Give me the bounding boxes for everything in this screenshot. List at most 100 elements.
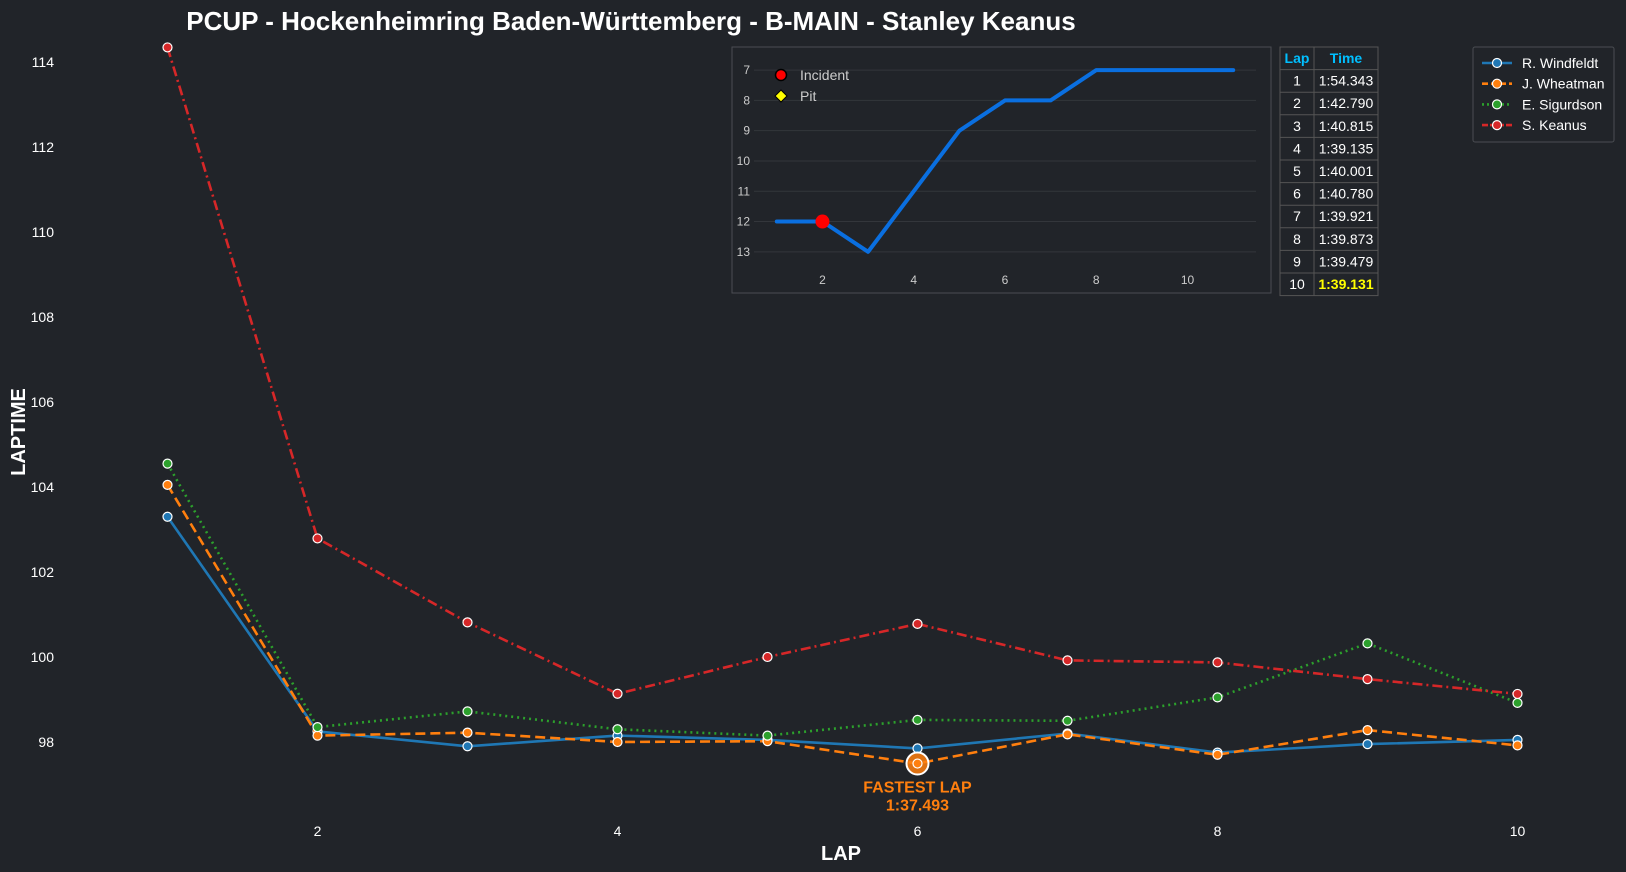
pit-legend-label: Pit	[800, 88, 816, 104]
y-tick-label: 102	[31, 564, 55, 580]
data-point-e-sigurdson	[612, 724, 623, 735]
data-point-e-sigurdson	[1512, 697, 1523, 709]
data-point-s-keanus	[1212, 657, 1223, 668]
legend-label-j-wheatman: J. Wheatman	[1522, 76, 1604, 92]
inset-frame	[731, 46, 1272, 294]
inset-y-tick-label: 9	[743, 124, 750, 138]
data-point-s-keanus	[762, 651, 773, 663]
table-cell-time: 1:40.001	[1319, 163, 1374, 179]
data-point-r-windfeldt	[912, 743, 923, 754]
table-cell-lap: 6	[1293, 186, 1301, 202]
data-point-j-wheatman	[1062, 729, 1073, 740]
x-tick-label: 10	[1510, 823, 1526, 839]
data-point-s-keanus	[1362, 674, 1373, 685]
table-cell-time: 1:39.479	[1319, 253, 1374, 269]
table-cell-time: 1:42.790	[1319, 95, 1374, 111]
inset-x-tick-label: 4	[910, 273, 917, 287]
table-cell-lap: 1	[1293, 73, 1301, 89]
data-point-s-keanus	[1512, 688, 1523, 700]
table-header-lap: Lap	[1285, 50, 1310, 66]
series-line-s-keanus	[166, 47, 1518, 696]
data-point-e-sigurdson	[162, 458, 173, 469]
position-line	[774, 68, 1236, 254]
y-axis-label: LAPTIME	[8, 388, 30, 476]
inset-y-tick-label: 13	[737, 245, 751, 259]
position-inset-chart: 7 8 9 10 11 12 13 2 4 6 8 10 Incident Pit	[731, 46, 1272, 294]
inset-x-tick-label: 10	[1181, 273, 1195, 287]
data-point-r-windfeldt	[162, 511, 173, 522]
x-tick-label: 8	[1214, 823, 1222, 839]
table-cell-time: 1:40.780	[1319, 186, 1374, 202]
table-cell-time: 1:39.873	[1319, 231, 1374, 247]
y-tick-label: 114	[32, 54, 55, 70]
data-point-e-sigurdson	[912, 714, 923, 726]
series-line-r-windfeldt	[166, 516, 1518, 754]
legend-marker-s-keanus	[1491, 119, 1503, 131]
legend-marker-r-windfeldt	[1491, 57, 1503, 69]
table-cell-lap: 8	[1293, 231, 1301, 247]
legend-label-r-windfeldt: R. Windfeldt	[1522, 55, 1598, 71]
table-cell-time: 1:39.131	[1318, 276, 1373, 292]
table-cell-lap: 7	[1293, 208, 1301, 224]
data-point-e-sigurdson	[1062, 715, 1073, 726]
table-cell-lap: 9	[1293, 253, 1301, 269]
x-tick-label: 4	[614, 823, 622, 839]
fastest-lap-time: 1:37.493	[886, 798, 949, 815]
data-point-e-sigurdson	[312, 722, 323, 733]
y-tick-label: 110	[32, 224, 55, 240]
y-tick-label: 98	[38, 734, 54, 750]
data-point-j-wheatman	[1212, 749, 1223, 760]
x-tick-label: 6	[914, 823, 922, 839]
data-point-e-sigurdson	[1362, 638, 1373, 649]
legend-marker-j-wheatman	[1491, 78, 1503, 89]
inset-y-tick-label: 7	[743, 63, 750, 77]
y-tick-label: 100	[31, 649, 55, 665]
data-point-s-keanus	[312, 533, 323, 544]
data-point-s-keanus	[612, 688, 623, 699]
table-cell-time: 1:40.815	[1319, 118, 1374, 134]
table-cell-lap: 5	[1293, 163, 1301, 179]
y-tick-label: 108	[31, 309, 55, 325]
incident-legend-label: Incident	[800, 67, 849, 83]
table-header-time: Time	[1330, 50, 1363, 66]
x-axis-label: LAP	[821, 843, 861, 865]
table-cell-lap: 2	[1293, 95, 1301, 111]
data-point-j-wheatman	[1362, 724, 1373, 736]
inset-y-tick-label: 8	[743, 93, 750, 107]
data-point-r-windfeldt	[462, 741, 473, 752]
chart-legend: R. Windfeldt J. Wheatman E. Sigurdson S. Ke…	[1472, 46, 1615, 143]
chart-title: PCUP - Hockenheimring Baden-Württemberg …	[186, 6, 1075, 36]
series-line-j-wheatman	[166, 484, 1518, 765]
y-tick-label: 104	[31, 479, 55, 495]
data-point-s-keanus	[462, 617, 473, 628]
y-tick-label: 106	[31, 394, 55, 410]
data-point-s-keanus	[912, 618, 923, 629]
legend-label-s-keanus: S. Keanus	[1522, 117, 1587, 133]
inset-y-tick-label: 11	[738, 184, 751, 198]
inset-x-tick-label: 8	[1093, 273, 1100, 287]
series-line-e-sigurdson	[166, 462, 1518, 737]
legend-frame	[1472, 46, 1615, 143]
table-frame	[1279, 46, 1379, 297]
fastest-lap-point	[912, 758, 923, 769]
table-cell-time: 1:54.343	[1319, 73, 1374, 89]
data-point-j-wheatman	[312, 730, 323, 741]
data-point-e-sigurdson	[1212, 692, 1223, 703]
incident-legend-marker	[774, 68, 788, 82]
table-cell-lap: 4	[1293, 140, 1301, 156]
data-point-j-wheatman	[462, 727, 473, 738]
table-cell-time: 1:39.921	[1319, 208, 1374, 224]
legend-marker-e-sigurdson	[1491, 99, 1503, 110]
data-point-r-windfeldt	[1362, 739, 1373, 750]
inset-x-tick-label: 6	[1002, 273, 1009, 287]
data-point-j-wheatman	[162, 479, 173, 490]
y-tick-label: 112	[32, 139, 55, 155]
x-tick-label: 2	[314, 823, 322, 839]
lap-time-table: Lap Time 1 1:54.343 2 1:42.790 3 1:40.815 4 1:39.…	[1279, 46, 1379, 297]
incident-marker	[815, 214, 830, 229]
inset-x-tick-label: 2	[819, 273, 826, 287]
data-point-j-wheatman	[1512, 740, 1523, 751]
inset-y-tick-label: 12	[737, 215, 751, 229]
